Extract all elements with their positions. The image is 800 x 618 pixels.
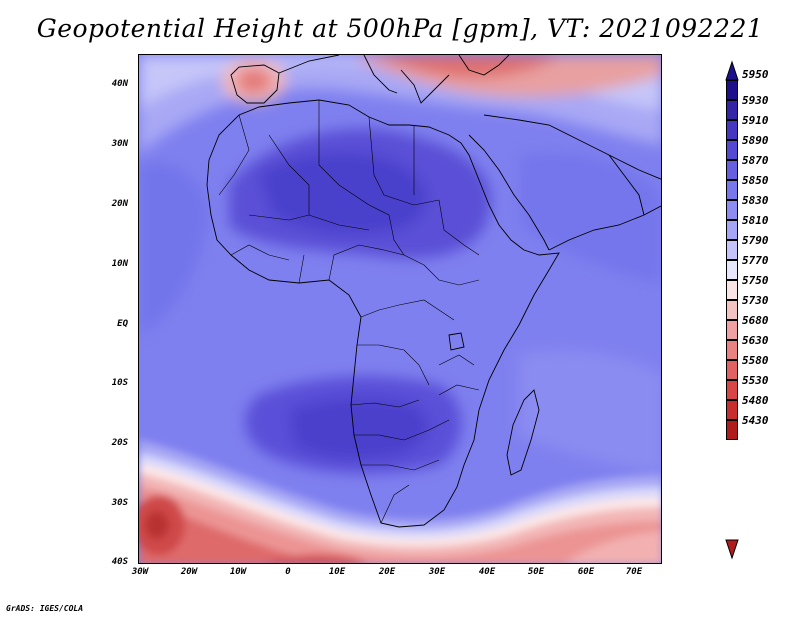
- colorbar-label: 5750: [742, 274, 769, 287]
- map-title: Geopotential Height at 500hPa [gpm], VT:…: [36, 14, 764, 43]
- lat-label-40N: 40N: [111, 79, 128, 89]
- colorbar-label: 5910: [742, 114, 769, 127]
- height-field-map: [139, 55, 661, 563]
- lon-label-30E: 30E: [428, 567, 446, 577]
- colorbar-swatch: [726, 160, 738, 180]
- lon-label-60E: 60E: [577, 567, 595, 577]
- colorbar-swatch: [726, 420, 738, 440]
- colorbar-label: 5680: [742, 314, 769, 327]
- colorbar-label: 5930: [742, 94, 769, 107]
- colorbar-swatch: [726, 220, 738, 240]
- colorbar-swatch: [726, 260, 738, 280]
- colorbar-label: 5580: [742, 354, 769, 367]
- colorbar-label: 5480: [742, 394, 769, 407]
- colorbar-top-arrow: [725, 60, 739, 81]
- lon-label-0: 0: [285, 567, 291, 577]
- colorbar-label: 5730: [742, 294, 769, 307]
- colorbar-label: 5630: [742, 334, 769, 347]
- lat-label-30N: 30N: [111, 139, 128, 149]
- colorbar-swatch: [726, 180, 738, 200]
- colorbar-swatch: [726, 380, 738, 400]
- lon-label-50E: 50E: [527, 567, 545, 577]
- colorbar: 5950 5930 5910 5890 5870 5850 5830 5810 5790 5770…: [718, 60, 800, 560]
- lat-label-40S: 40S: [111, 557, 128, 567]
- footer-credit: GrADS: IGES/COLA: [6, 604, 84, 613]
- lon-label-20E: 20E: [378, 567, 396, 577]
- colorbar-label: 5810: [742, 214, 769, 227]
- colorbar-bottom-arrow: [725, 539, 739, 560]
- colorbar-swatch: [726, 340, 738, 360]
- colorbar-label: 5870: [742, 154, 769, 167]
- colorbar-swatch: [726, 300, 738, 320]
- southern-trough: [139, 440, 661, 563]
- colorbar-label: 5950: [742, 68, 769, 81]
- lat-label-eq: EQ: [117, 319, 128, 329]
- colorbar-swatch: [726, 120, 738, 140]
- lon-label-30W: 30W: [131, 567, 149, 577]
- colorbar-swatch: [726, 240, 738, 260]
- map-plot-area: [138, 54, 662, 564]
- colorbar-swatch: [726, 280, 738, 300]
- lon-label-10W: 10W: [229, 567, 247, 577]
- colorbar-label: 5850: [742, 174, 769, 187]
- colorbar-swatch: [726, 400, 738, 420]
- lat-label-20S: 20S: [111, 438, 128, 448]
- lat-label-10S: 10S: [111, 378, 128, 388]
- lat-label-30S: 30S: [111, 498, 128, 508]
- colorbar-label: 5790: [742, 234, 769, 247]
- colorbar-swatch: [726, 200, 738, 220]
- colorbar-swatch: [726, 100, 738, 120]
- colorbar-label: 5430: [742, 414, 769, 427]
- country-borders: [218, 100, 480, 524]
- colorbar-swatch: [726, 360, 738, 380]
- lon-label-10E: 10E: [328, 567, 346, 577]
- colorbar-label: 5530: [742, 374, 769, 387]
- lat-label-10N: 10N: [111, 259, 128, 269]
- lon-label-70E: 70E: [625, 567, 643, 577]
- colorbar-swatch: [726, 80, 738, 100]
- colorbar-label: 5830: [742, 194, 769, 207]
- colorbar-swatch: [726, 320, 738, 340]
- colorbar-swatch: [726, 140, 738, 160]
- colorbar-label: 5890: [742, 134, 769, 147]
- lon-label-20W: 20W: [180, 567, 198, 577]
- colorbar-label: 5770: [742, 254, 769, 267]
- lat-label-20N: 20N: [111, 199, 128, 209]
- lon-label-40E: 40E: [478, 567, 496, 577]
